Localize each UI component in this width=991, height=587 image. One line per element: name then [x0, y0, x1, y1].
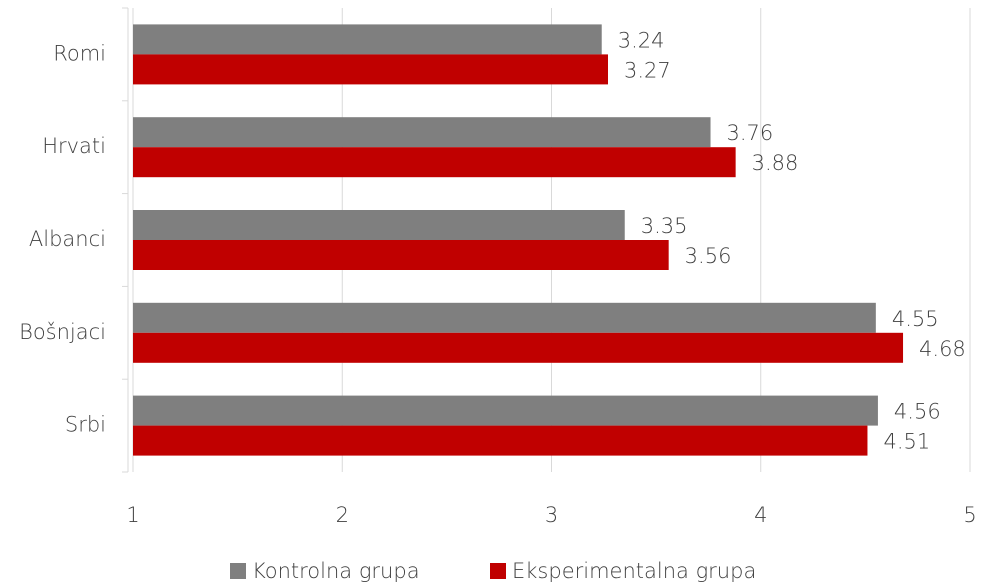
y-tick-label: Bošnjaci [19, 320, 106, 344]
x-tick-label: 1 [126, 503, 139, 527]
data-label: 3.76 [727, 121, 774, 145]
bar [133, 54, 608, 85]
bar [133, 147, 736, 178]
bar [133, 332, 904, 363]
data-label: 3.24 [618, 28, 665, 52]
data-label: 3.88 [752, 151, 799, 175]
data-label: 4.68 [919, 337, 966, 361]
y-tick-label: Albanci [29, 227, 106, 251]
x-tick-label: 2 [336, 503, 349, 527]
legend-swatch [490, 563, 506, 579]
y-tick-label: Romi [53, 41, 106, 65]
y-tick-label: Srbi [65, 413, 106, 437]
y-tick-label: Hrvati [42, 134, 106, 158]
data-label: 4.51 [883, 430, 930, 454]
bar [133, 302, 876, 333]
x-tick-label: 5 [963, 503, 976, 527]
data-label: 3.56 [685, 244, 732, 268]
data-label: 3.27 [624, 58, 671, 82]
data-label: 4.55 [892, 307, 939, 331]
data-label: 3.35 [641, 214, 688, 238]
x-tick-label: 3 [545, 503, 558, 527]
legend-label: Eksperimentalna grupa [512, 559, 756, 583]
bar [133, 395, 878, 426]
bar [133, 240, 669, 270]
bar [133, 210, 625, 240]
bar [133, 425, 868, 456]
bar [133, 117, 711, 148]
data-label: 4.56 [894, 400, 941, 424]
legend-label: Kontrolna grupa [252, 559, 420, 583]
bar [133, 24, 602, 55]
x-tick-label: 4 [754, 503, 767, 527]
legend-swatch [230, 563, 246, 579]
